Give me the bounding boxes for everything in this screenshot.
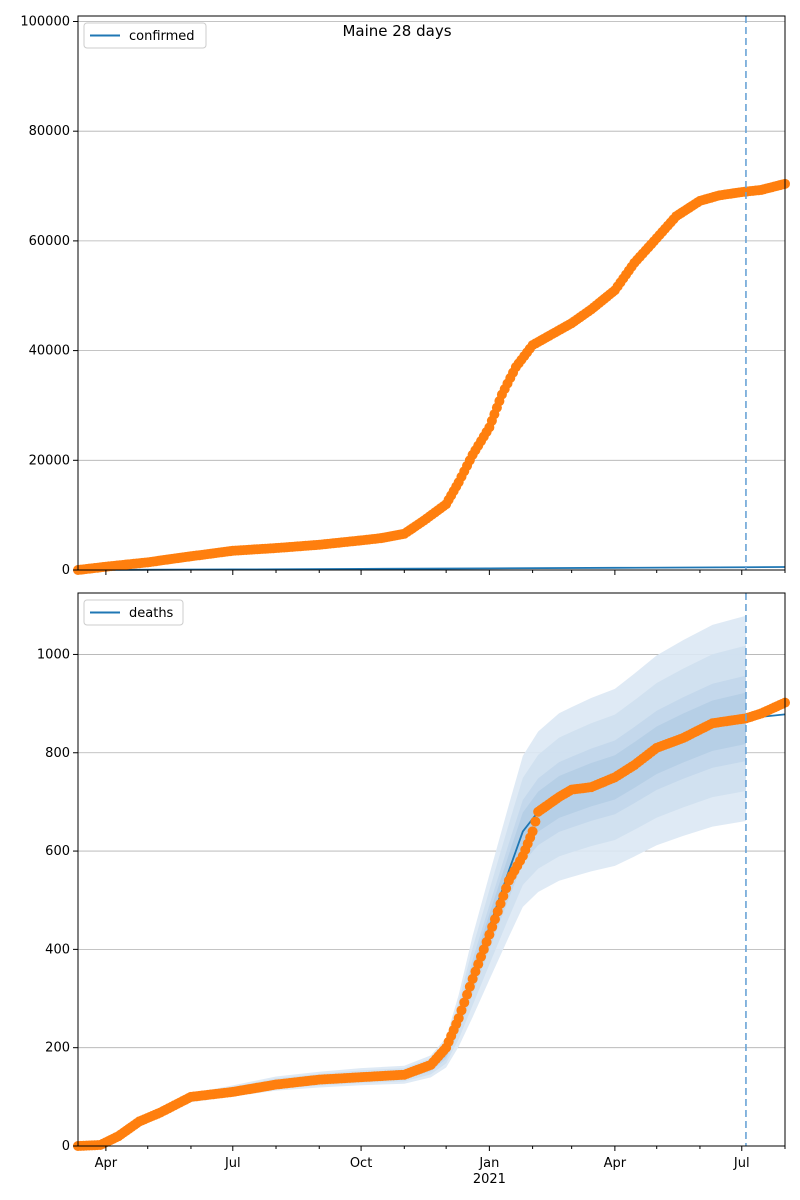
data-point — [489, 914, 500, 925]
data-point — [501, 883, 512, 894]
x-tick-label: Oct — [350, 1156, 372, 1171]
y-tick-label: 0 — [62, 1139, 70, 1154]
legend: confirmed — [83, 22, 207, 49]
chart-title: Maine 28 days — [342, 22, 451, 40]
data-point — [459, 997, 470, 1008]
data-point — [453, 1013, 464, 1024]
x-tick-label: Jan — [478, 1156, 499, 1171]
legend-label: deaths — [129, 606, 174, 621]
y-tick-label: 40000 — [29, 344, 70, 359]
x-year-label: 2021 — [473, 1172, 506, 1187]
y-tick-label: 600 — [45, 844, 70, 859]
y-tick-label: 1000 — [37, 647, 70, 662]
y-tick-label: 800 — [45, 746, 70, 761]
x-tick-label: Jul — [733, 1156, 750, 1171]
data-point — [495, 898, 506, 909]
legend-box — [83, 22, 207, 49]
data-point — [530, 816, 541, 827]
data-point — [492, 906, 503, 917]
y-tick-label: 0 — [62, 563, 70, 578]
x-tick-label: Apr — [604, 1156, 627, 1171]
x-tick-label: Jul — [224, 1156, 241, 1171]
observed-points — [73, 178, 790, 575]
data-point — [462, 989, 473, 1000]
observed-points — [73, 697, 790, 1151]
legend-label: confirmed — [129, 29, 195, 44]
data-point — [527, 826, 538, 837]
axes-frame — [77, 592, 786, 1147]
legend: deaths — [83, 599, 184, 626]
y-tick-label: 200 — [45, 1041, 70, 1056]
axes-frame — [77, 15, 786, 571]
y-tick-label: 80000 — [29, 124, 70, 139]
y-tick-label: 20000 — [29, 453, 70, 468]
x-tick-label: Apr — [95, 1156, 118, 1171]
y-tick-label: 400 — [45, 942, 70, 957]
data-point — [456, 1005, 467, 1016]
legend-box — [83, 599, 184, 626]
data-point — [484, 929, 495, 940]
data-point — [498, 891, 509, 902]
deaths-plot: 0 200 400 600 800 1000 Apr Jul Oct Jan Apr Jul 2021 d… — [37, 592, 790, 1187]
y-tick-label: 60000 — [29, 234, 70, 249]
data-point — [464, 981, 475, 992]
confirmed-plot: 0 20000 40000 60000 80000 100000 confirmed — [20, 14, 790, 578]
uncertainty-band — [78, 692, 746, 1146]
y-tick-label: 100000 — [20, 14, 70, 29]
data-point — [487, 921, 498, 932]
